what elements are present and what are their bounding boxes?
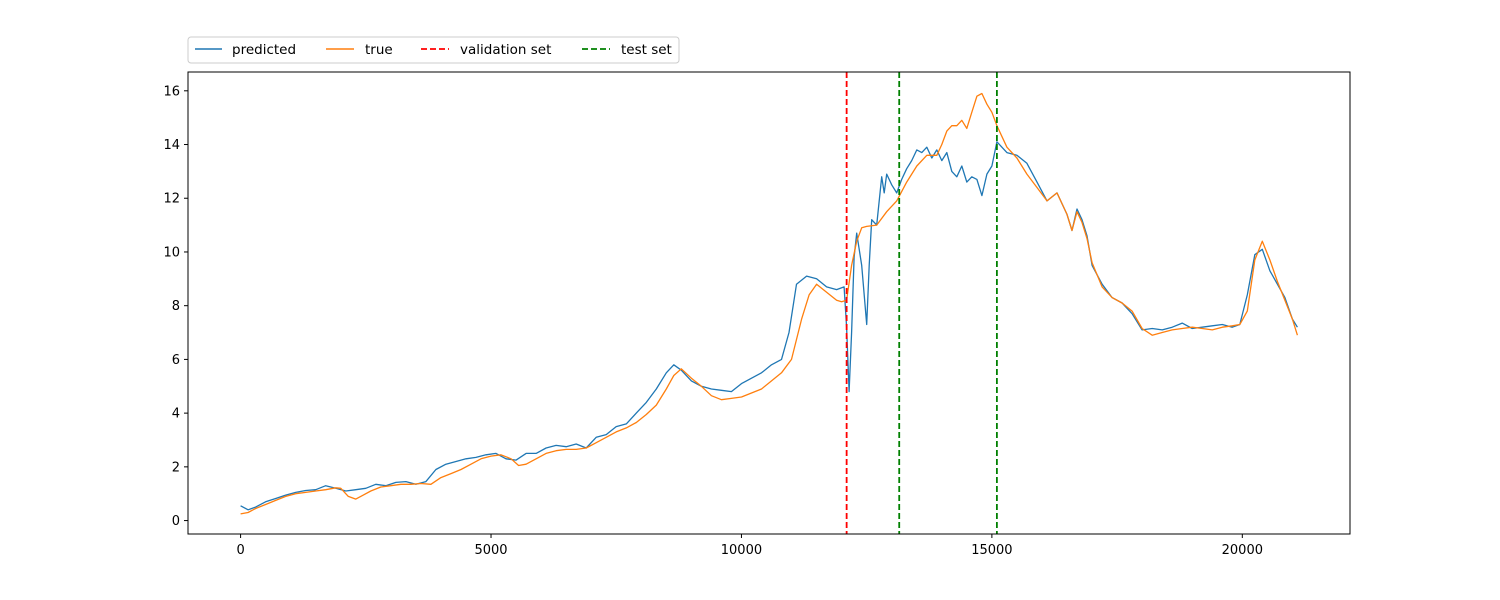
x-tick-label: 15000 (971, 543, 1012, 558)
series-layer (240, 92, 1299, 515)
y-axis: 0 2 4 6 8 10 12 14 16 (163, 84, 188, 529)
x-axis: 0 5000 10000 15000 20000 (236, 534, 1263, 558)
y-tick-label: 0 (172, 514, 180, 529)
plot-frame (187, 71, 1351, 535)
legend: predicted true validation set test set (187, 36, 680, 64)
plot-area (188, 72, 1350, 534)
y-tick-label: 2 (172, 460, 180, 475)
legend-frame (187, 36, 680, 64)
reference-lines-layer (845, 72, 998, 534)
x-tick-label: 20000 (1222, 543, 1263, 558)
y-tick-label: 8 (172, 299, 180, 314)
y-tick-label: 10 (163, 245, 180, 260)
y-tick-label: 12 (163, 192, 180, 207)
y-tick-label: 14 (163, 138, 180, 153)
y-tick-label: 16 (163, 84, 180, 99)
y-tick-label: 4 (172, 407, 180, 422)
series-line-true (240, 92, 1299, 515)
legend-label-predicted: predicted (232, 42, 296, 58)
x-tick-label: 10000 (721, 543, 762, 558)
series-line-predicted (240, 141, 1298, 511)
legend-label-true: true (365, 42, 393, 58)
legend-label-test-set: test set (621, 42, 672, 58)
y-tick-label: 6 (172, 353, 180, 368)
legend-label-validation-set: validation set (460, 42, 551, 58)
x-tick-label: 0 (236, 543, 244, 558)
x-tick-label: 5000 (474, 543, 507, 558)
